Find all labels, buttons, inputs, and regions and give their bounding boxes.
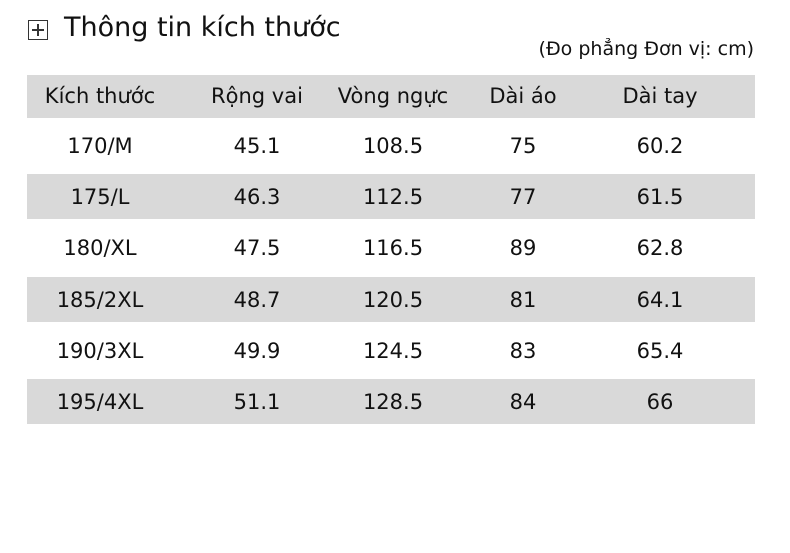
cell: 51.1 (233, 390, 281, 414)
cell: 65.4 (636, 338, 684, 363)
cell: 108.5 (362, 134, 424, 158)
cell: 120.5 (362, 287, 424, 312)
cell: 190/3XL (56, 338, 144, 363)
cell: 170/M (67, 134, 133, 158)
column-header: Dài áo (489, 84, 557, 108)
cell: 81 (509, 287, 537, 312)
column-header: Kích thước (44, 84, 156, 108)
cell: 62.8 (636, 236, 684, 261)
cell: 49.9 (233, 338, 281, 363)
cell: 83 (509, 338, 537, 363)
row-band (27, 174, 755, 220)
cell: 195/4XL (56, 390, 144, 414)
cell: 45.1 (233, 134, 281, 158)
cell: 77 (509, 185, 537, 210)
title: Thông tin kích thước (64, 12, 341, 43)
cell: 60.2 (636, 134, 684, 158)
cell: 66 (646, 390, 674, 414)
expand-icon (28, 20, 48, 40)
cell: 116.5 (362, 236, 424, 261)
cell: 128.5 (362, 390, 424, 414)
row-band (27, 379, 755, 424)
header-row (27, 75, 755, 118)
cell: 46.3 (233, 185, 281, 210)
cell: 89 (509, 236, 537, 261)
cell: 75 (509, 134, 537, 158)
cell: 47.5 (233, 236, 281, 261)
cell: 64.1 (636, 287, 684, 312)
cell: 180/XL (63, 236, 137, 261)
cell: 124.5 (362, 338, 424, 363)
cell: 48.7 (233, 287, 281, 312)
cell: 185/2XL (56, 287, 144, 312)
cell: 61.5 (636, 185, 684, 210)
cell: 175/L (70, 185, 130, 210)
column-header: Rộng vai (211, 84, 303, 108)
column-header: Dài tay (622, 84, 698, 108)
cell: 112.5 (362, 185, 424, 210)
column-header: Vòng ngực (337, 84, 449, 108)
unit-note: (Đo phẳng Đơn vị: cm) (538, 38, 754, 60)
row-band (27, 276, 755, 322)
cell: 84 (509, 390, 537, 414)
